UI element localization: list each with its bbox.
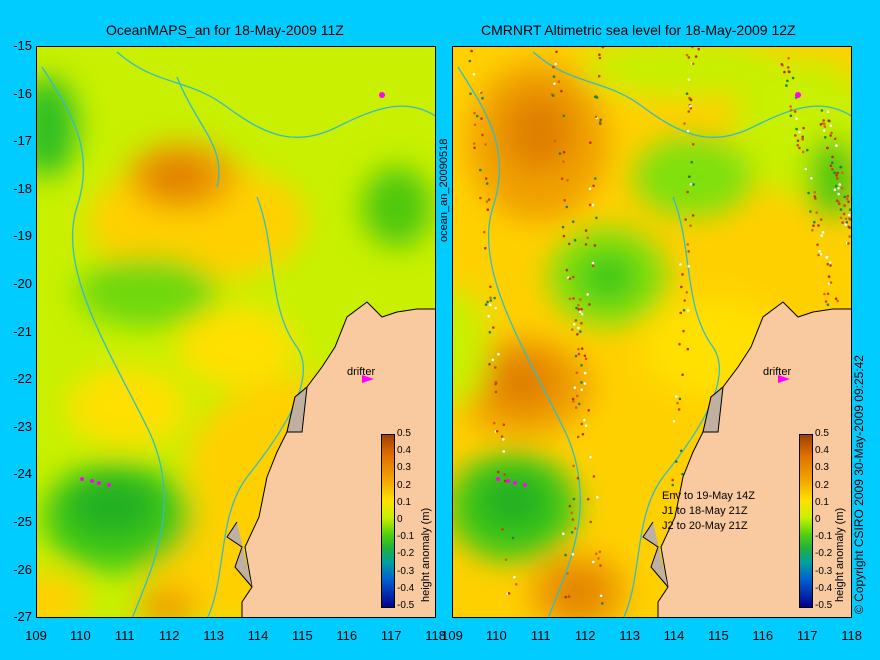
y-tick-label: -15 — [13, 38, 32, 53]
left-map-svg: drifter — [37, 47, 435, 617]
colorbar-gradient — [381, 434, 395, 608]
x-tick-label: 116 — [752, 628, 774, 643]
y-tick-label: -18 — [13, 180, 32, 196]
x-tick-label: 111 — [530, 628, 551, 643]
y-tick-label: -19 — [13, 228, 32, 244]
right-map-title: CMRNRT Altimetric sea level for 18-May-2… — [481, 22, 796, 38]
x-tick-label: 115 — [292, 628, 313, 643]
legend-line: Env to 19-May 14Z — [662, 490, 755, 502]
drifter-marker — [379, 92, 385, 98]
y-tick-label: -25 — [13, 514, 32, 529]
side-label: ocean_an_20090518 — [438, 138, 450, 242]
x-tick-label: 110 — [70, 628, 91, 643]
colorbar-tick-label: 0.1 — [397, 496, 411, 508]
right-colorbar-label: height anomaly (m) — [834, 507, 846, 602]
y-tick-label: -16 — [13, 85, 32, 101]
right-map-svg: drifter — [453, 47, 851, 617]
colorbar-tick-label: 0.4 — [397, 445, 411, 457]
y-tick-label: -22 — [13, 371, 32, 387]
left-map-title: OceanMAPS_an for 18-May-2009 11Z — [106, 22, 344, 38]
x-tick-label: 117 — [796, 628, 818, 643]
x-tick-label: 109 — [441, 628, 463, 643]
colorbar-tick-label: 0 — [397, 514, 403, 525]
y-tick-label: -26 — [13, 561, 32, 577]
colorbar-tick-label: -0.3 — [397, 565, 415, 577]
colorbar-tick-label: -0.5 — [397, 600, 415, 611]
colorbar-tick-label: -0.4 — [397, 582, 415, 594]
x-tick-label: 116 — [336, 628, 358, 643]
colorbar-tick-label: 0.3 — [815, 462, 829, 474]
colorbar-tick-label: -0.1 — [397, 531, 415, 543]
x-tick-label: 112 — [574, 628, 596, 643]
colorbar-tick-label: -0.5 — [815, 600, 833, 611]
x-tick-label: 112 — [158, 628, 180, 643]
colorbar-tick-label: 0.4 — [815, 445, 829, 457]
colorbar-tick-label: 0.5 — [397, 428, 411, 439]
colorbar-tick-label: -0.2 — [397, 548, 415, 560]
x-tick-label: 113 — [203, 628, 224, 643]
colorbar-tick-label: -0.3 — [815, 565, 833, 577]
copyright-label: © Copyright CSIRO 2009 30-May-2009 09:25… — [852, 355, 866, 614]
colorbar-tick-label: -0.1 — [815, 531, 833, 543]
x-tick-label: 109 — [25, 628, 47, 643]
colorbar-tick-label: 0.2 — [815, 479, 829, 491]
left-map: drifter — [36, 46, 436, 618]
legend-line: J1 to 18-May 21Z — [662, 505, 748, 517]
colorbar-tick-label: -0.4 — [815, 582, 833, 594]
legend-line: J2 to 20-May 21Z — [662, 520, 748, 532]
y-tick-label: -17 — [13, 133, 32, 149]
colorbar-tick-label: 0 — [815, 514, 821, 525]
y-tick-label: -23 — [13, 418, 32, 434]
colorbar-tick-label: -0.2 — [815, 548, 833, 560]
left-drifter-label: drifter — [347, 366, 375, 378]
y-tick-label: -20 — [13, 276, 32, 291]
x-tick-label: 114 — [663, 628, 685, 643]
x-tick-label: 114 — [247, 628, 269, 643]
x-tick-label: 118 — [425, 628, 446, 643]
colorbar-tick-label: 0.2 — [397, 479, 411, 491]
x-tick-label: 110 — [486, 628, 507, 643]
colorbar-tick-label: 0.1 — [815, 496, 829, 508]
y-tick-label: -24 — [13, 466, 32, 482]
y-tick-label: -21 — [13, 323, 32, 339]
colorbar-tick-label: 0.3 — [397, 462, 411, 474]
altimetry-legend: Env to 19-May 14Z J1 to 18-May 21Z J2 to… — [662, 489, 755, 534]
colorbar-tick-label: 0.5 — [815, 428, 829, 439]
x-tick-label: 115 — [708, 628, 729, 643]
drifter-arrow — [362, 375, 374, 383]
x-tick-label: 118 — [841, 628, 862, 643]
y-tick-label: -27 — [13, 609, 32, 625]
right-drifter-label: drifter — [763, 366, 791, 378]
left-colorbar-label: height anomaly (m) — [420, 507, 432, 602]
x-tick-label: 117 — [380, 628, 402, 643]
right-map: drifter — [452, 46, 852, 618]
x-tick-label: 111 — [114, 628, 135, 643]
colorbar-gradient — [799, 434, 813, 608]
x-tick-label: 113 — [619, 628, 640, 643]
